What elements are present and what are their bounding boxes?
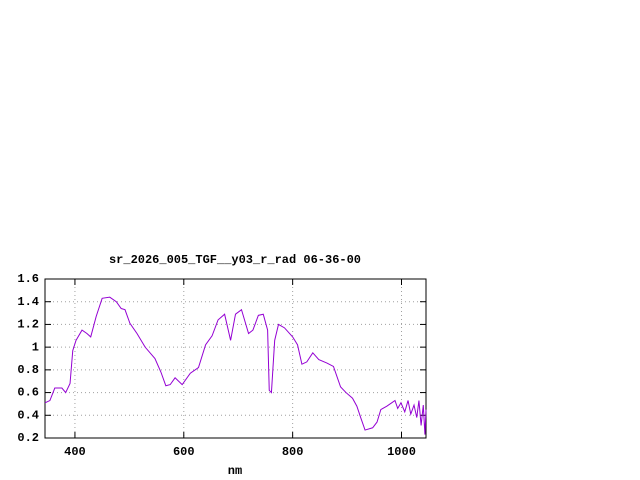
plot-frame [44, 278, 427, 439]
y-tick-label: 1 [32, 340, 39, 354]
y-tick-label: 1.6 [17, 272, 39, 286]
x-tick-label: 1000 [387, 445, 416, 459]
y-tick-label: 0.8 [17, 363, 39, 377]
x-tick-label: 600 [173, 445, 195, 459]
x-axis-label: nm [228, 464, 242, 478]
y-tick-label: 1.2 [17, 318, 39, 332]
y-tick-label: 0.2 [17, 431, 39, 445]
y-tick-label: 1.4 [17, 295, 39, 309]
x-tick-label: 800 [282, 445, 304, 459]
y-tick-label: 0.4 [17, 408, 39, 422]
chart-title: sr_2026_005_TGF__y03_r_rad 06-36-00 [109, 253, 361, 267]
data-line [44, 296, 427, 435]
y-tick-label: 0.6 [17, 386, 39, 400]
x-tick-label: 400 [64, 445, 86, 459]
